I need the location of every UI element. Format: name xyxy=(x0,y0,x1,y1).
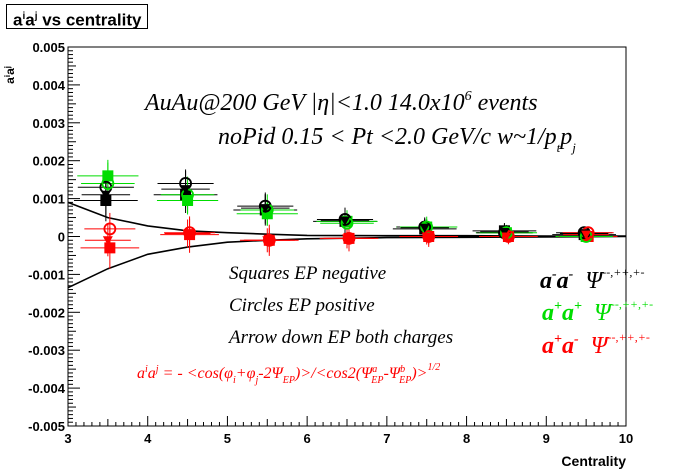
x-tick-label: 3 xyxy=(64,431,71,446)
data-point-square xyxy=(100,194,112,206)
y-axis-label: aiaj xyxy=(3,66,17,84)
y-tick-label: -0.003 xyxy=(28,343,65,358)
data-point-triangle xyxy=(262,236,273,246)
y-tick-label: -0.004 xyxy=(28,381,66,396)
data-point-circle xyxy=(342,231,356,245)
y-tick-label: 0.003 xyxy=(32,116,65,131)
annotation-line1: AuAu@200 GeV |η|<1.0 14.0x106 events xyxy=(143,89,538,116)
y-tick-label: 0.004 xyxy=(32,78,65,93)
annotation-formula: aiaj = - <cos(φi+φj-2ΨEP)>/<cos2(Ψa EP-Ψb… xyxy=(137,362,440,386)
data-point-triangle xyxy=(182,229,193,239)
annotation-squares: Squares EP negative xyxy=(229,263,386,284)
data-point-triangle xyxy=(260,204,271,214)
data-point-circle xyxy=(183,226,196,240)
y-tick-label: 0 xyxy=(58,230,65,245)
data-point-triangle xyxy=(340,216,350,226)
data-point-triangle xyxy=(180,185,191,195)
data-point-triangle xyxy=(100,190,111,200)
data-point-triangle xyxy=(581,230,592,240)
y-tick-label: 0.002 xyxy=(32,154,65,169)
data-point-triangle xyxy=(421,232,432,242)
x-tick-label: 8 xyxy=(463,431,470,446)
x-tick-label: 9 xyxy=(543,431,550,446)
x-axis-label: Centrality xyxy=(561,453,626,469)
data-point-triangle xyxy=(501,232,512,242)
legend-red: a+a- Ψ--,++,+- xyxy=(542,330,650,359)
axes-layer: 3 4 5 6 7 8 9 10 -0.005 -0.004 -0.003 -0.002 -0.001 0… xyxy=(28,40,633,446)
y-tick-label: -0.002 xyxy=(28,305,65,320)
data-point-square xyxy=(102,170,114,182)
chart-title: aiaj vs centrality xyxy=(6,4,149,30)
data-point-circle xyxy=(103,222,117,236)
data-point-square xyxy=(261,208,273,220)
data-point-circle xyxy=(262,233,276,247)
data-point-circle xyxy=(101,177,115,190)
data-point-circle xyxy=(422,230,436,243)
y-tick-label: 0.005 xyxy=(32,40,65,55)
data-point-circle xyxy=(502,230,515,243)
annotation-arrows: Arrow down EP both charges xyxy=(227,327,453,348)
data-point-triangle xyxy=(499,227,510,237)
x-tick-label: 4 xyxy=(144,431,152,446)
data-point-triangle xyxy=(342,234,352,244)
legend-green: a+a+ Ψ--,++,+- xyxy=(542,297,653,326)
markers-layer xyxy=(99,170,595,254)
x-tick-label: 10 xyxy=(619,431,633,446)
legend-black: a-a- Ψ--,++,+- xyxy=(540,265,645,294)
data-point-square xyxy=(104,242,116,254)
y-tick-label: 0.001 xyxy=(32,192,65,207)
annotation-line2: noPid 0.15 < Pt <2.0 GeV/c w~1/ptpj xyxy=(218,124,576,155)
data-point-square xyxy=(180,189,192,201)
y-tick-label: -0.001 xyxy=(28,267,65,282)
x-tick-label: 7 xyxy=(383,431,390,446)
annotation-circles: Circles EP positive xyxy=(229,295,375,316)
x-tick-label: 6 xyxy=(304,431,311,446)
data-point-triangle xyxy=(102,236,113,246)
data-point-triangle xyxy=(419,223,430,233)
x-tick-label: 5 xyxy=(224,431,231,446)
y-tick-label: -0.005 xyxy=(28,419,65,434)
